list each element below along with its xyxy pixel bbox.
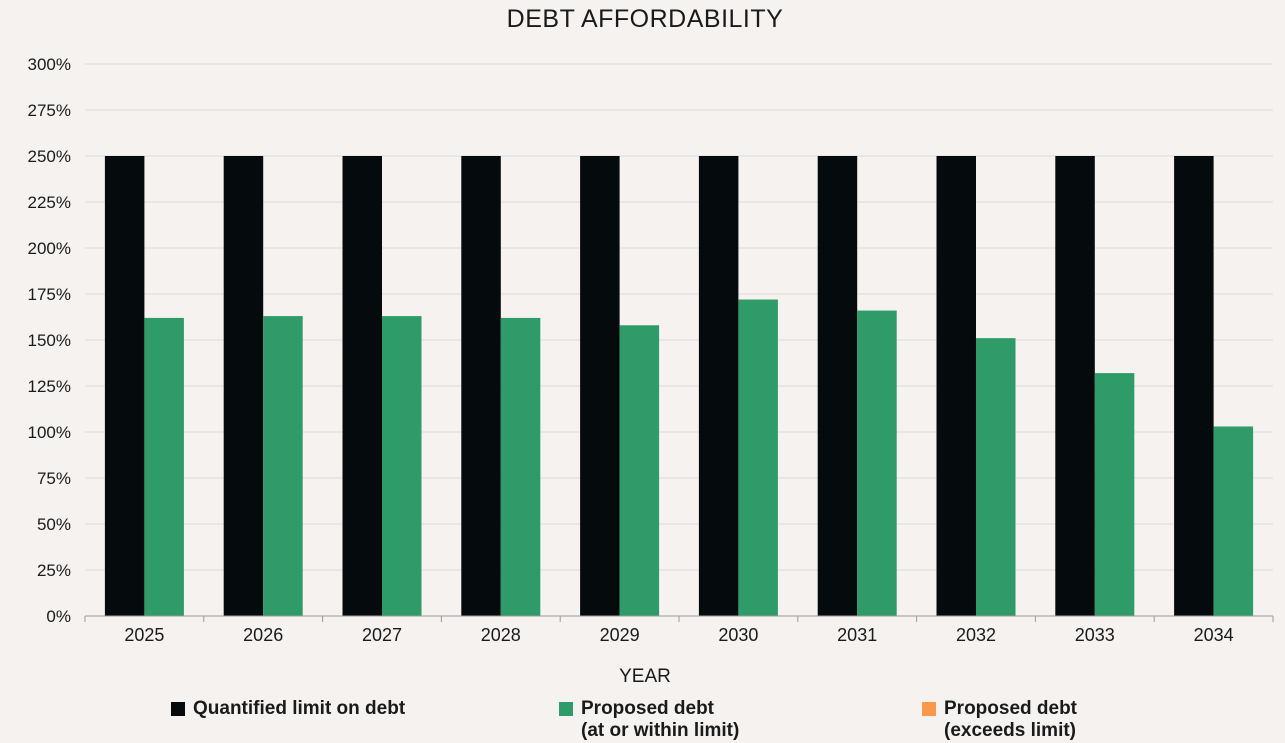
bar-2032-limit bbox=[936, 156, 976, 616]
x-tick-label: 2032 bbox=[956, 625, 996, 645]
bar-2025-limit bbox=[104, 156, 145, 616]
legend-swatch-within-limit bbox=[559, 702, 573, 716]
bar-2028-limit bbox=[461, 156, 501, 616]
bar-2025-proposed bbox=[144, 317, 184, 616]
x-tick-label: 2033 bbox=[1075, 625, 1115, 645]
x-axis-label: YEAR bbox=[619, 666, 671, 687]
y-tick-label: 250% bbox=[28, 147, 71, 166]
y-tick-label: 50% bbox=[37, 515, 71, 534]
legend-item-within-limit: Proposed debt (at or within limit) bbox=[559, 698, 739, 742]
legend-swatch-limit bbox=[171, 702, 185, 716]
x-tick-label: 2025 bbox=[124, 625, 164, 645]
y-tick-label: 150% bbox=[28, 331, 71, 350]
y-tick-label: 0% bbox=[46, 607, 71, 626]
legend: Quantified limit on debt Proposed debt (… bbox=[0, 698, 1285, 743]
x-tick-label: 2034 bbox=[1194, 625, 1234, 645]
bars bbox=[104, 156, 1254, 616]
x-tick-label: 2028 bbox=[481, 625, 521, 645]
bar-2031-limit bbox=[817, 156, 858, 616]
legend-item-limit: Quantified limit on debt bbox=[171, 698, 405, 720]
bar-2026-proposed bbox=[263, 316, 303, 616]
bar-2029-proposed bbox=[619, 325, 660, 616]
bar-2034-limit bbox=[1174, 156, 1214, 616]
y-tick-label: 25% bbox=[37, 561, 71, 580]
y-tick-label: 100% bbox=[28, 423, 71, 442]
bar-2028-proposed bbox=[500, 317, 541, 616]
y-tick-label: 300% bbox=[28, 55, 71, 74]
x-tick-label: 2030 bbox=[718, 625, 758, 645]
bar-2026-limit bbox=[223, 156, 264, 616]
y-axis: 0% 25% 50% 75% 100% 125% 150% 175% 200% 225% 250% 2… bbox=[28, 55, 71, 626]
bar-2031-proposed bbox=[857, 310, 897, 616]
bar-2030-proposed bbox=[738, 299, 778, 616]
y-tick-label: 275% bbox=[28, 101, 71, 120]
bar-2027-proposed bbox=[382, 316, 422, 616]
y-tick-label: 125% bbox=[28, 377, 71, 396]
bar-2032-proposed bbox=[976, 338, 1016, 616]
x-axis: 2025 2026 2027 2028 2029 2030 2031 2032 2033 2034 bbox=[84, 615, 1274, 645]
legend-swatch-exceeds-limit bbox=[922, 702, 936, 716]
bar-2027-limit bbox=[342, 156, 382, 616]
legend-label-limit: Quantified limit on debt bbox=[193, 698, 406, 719]
y-tick-label: 225% bbox=[28, 193, 71, 212]
legend-label-within-limit: Proposed debt (at or within limit) bbox=[581, 698, 740, 741]
legend-label-exceeds-limit: Proposed debt (exceeds limit) bbox=[944, 698, 1078, 741]
bar-2033-proposed bbox=[1094, 373, 1135, 616]
x-tick-label: 2027 bbox=[362, 625, 402, 645]
x-tick-label: 2029 bbox=[600, 625, 640, 645]
x-tick-label: 2031 bbox=[837, 625, 877, 645]
bar-2029-limit bbox=[580, 156, 620, 616]
y-tick-label: 75% bbox=[37, 469, 71, 488]
bar-2033-limit bbox=[1055, 156, 1095, 616]
chart-title: DEBT AFFORDABILITY bbox=[507, 5, 784, 33]
bar-2030-limit bbox=[698, 156, 739, 616]
debt-affordability-chart: DEBT AFFORDABILITY 0% 25% 50% 75% 100% 125% 15… bbox=[28, 5, 1274, 687]
legend-item-exceeds-limit: Proposed debt (exceeds limit) bbox=[922, 698, 1077, 742]
y-tick-label: 200% bbox=[28, 239, 71, 258]
y-tick-label: 175% bbox=[28, 285, 71, 304]
x-tick-label: 2026 bbox=[243, 625, 283, 645]
bar-2034-proposed bbox=[1213, 426, 1254, 616]
